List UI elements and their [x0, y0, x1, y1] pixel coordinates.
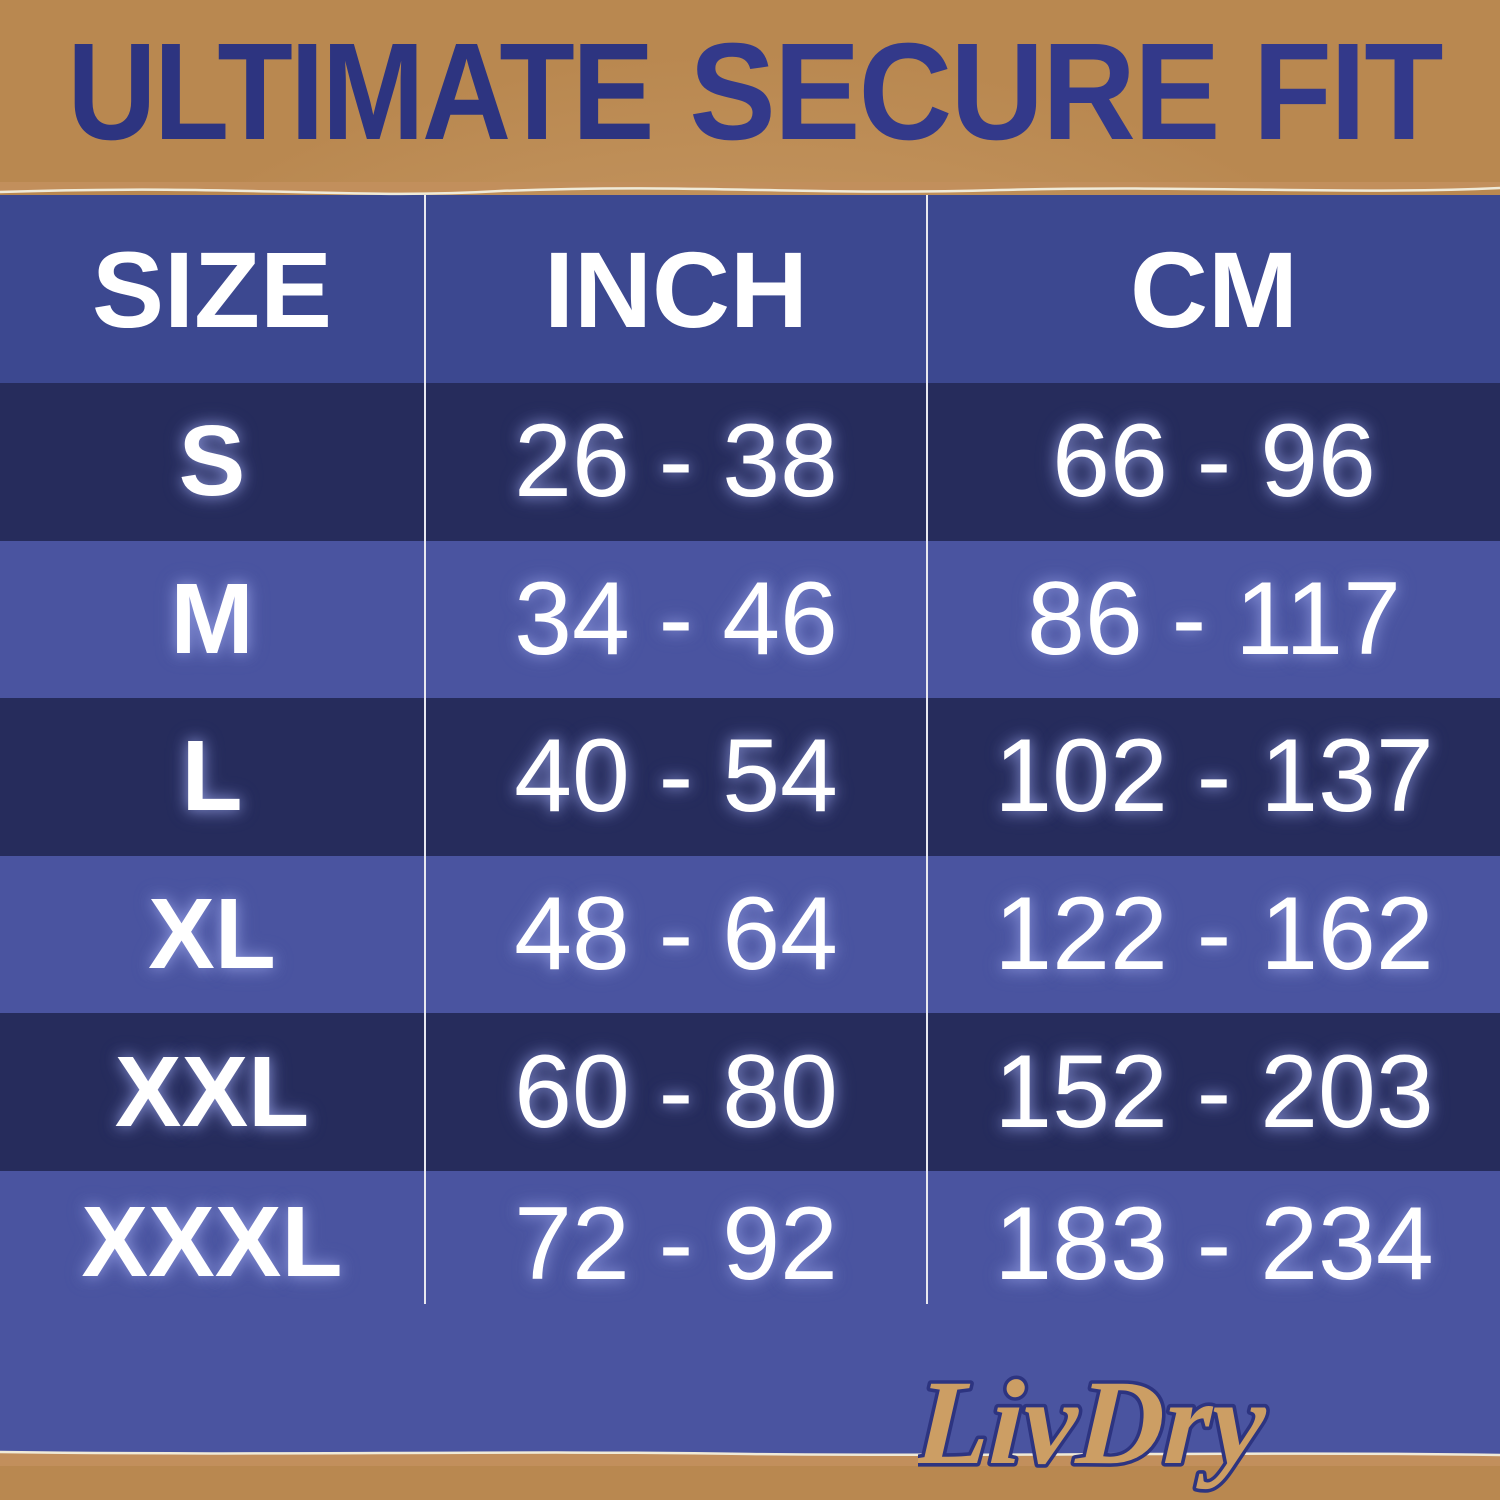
svg-text:LivDry: LivDry [918, 1356, 1270, 1490]
